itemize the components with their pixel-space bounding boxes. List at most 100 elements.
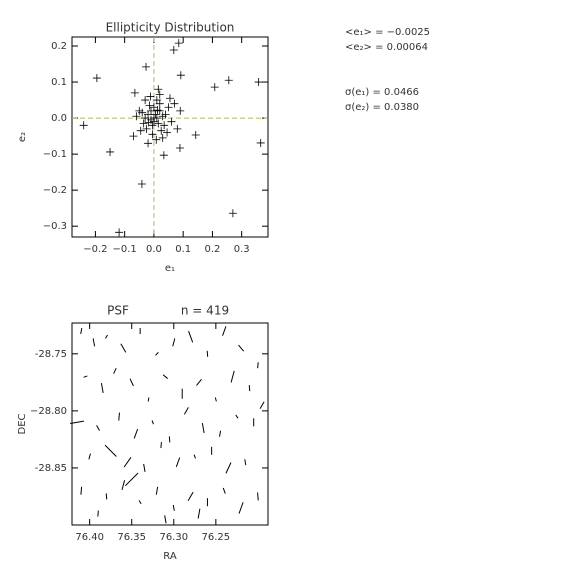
whisker — [238, 502, 244, 514]
whisker — [164, 515, 167, 524]
y-tick-label: -28.85 — [35, 463, 67, 474]
x-axis-label: RA — [163, 551, 177, 562]
point — [152, 96, 161, 105]
whisker — [105, 334, 108, 339]
whisker — [219, 430, 222, 437]
point — [135, 106, 144, 115]
point — [161, 110, 170, 119]
whisker — [97, 510, 99, 517]
point — [210, 83, 219, 92]
whisker — [162, 374, 168, 379]
whisker — [160, 442, 162, 449]
point — [115, 228, 124, 237]
whisker — [147, 397, 150, 402]
x-tick-label: 0.1 — [175, 244, 191, 255]
y-tick-label: −0.1 — [43, 149, 67, 160]
whisker — [257, 492, 259, 501]
point — [154, 119, 163, 128]
whisker — [129, 378, 134, 387]
whisker — [259, 401, 265, 409]
point — [176, 106, 185, 115]
whisker — [225, 462, 232, 474]
chart-title: PSF — [107, 304, 129, 318]
x-tick-label: −0.2 — [83, 244, 107, 255]
x-tick-label: 76.30 — [159, 532, 188, 543]
whisker — [143, 463, 146, 472]
point — [224, 76, 233, 85]
whisker — [238, 344, 245, 352]
whisker — [92, 338, 96, 347]
whisker — [83, 375, 88, 378]
whisker — [172, 504, 175, 511]
y-tick-label: −0.3 — [43, 221, 67, 232]
point — [170, 99, 179, 108]
whisker — [187, 491, 194, 502]
whisker — [133, 428, 139, 439]
whisker — [183, 407, 189, 415]
y-axis-label: e₂ — [17, 132, 28, 142]
whisker — [120, 343, 127, 353]
point — [145, 101, 154, 110]
point — [136, 126, 145, 135]
point — [144, 139, 153, 148]
annotation: <e₂> = 0.00064 — [345, 42, 428, 53]
point — [228, 209, 237, 218]
y-tick-label: −0.2 — [43, 185, 67, 196]
x-tick-label: 76.40 — [75, 532, 104, 543]
y-tick-label: 0.1 — [51, 77, 67, 88]
point — [129, 132, 138, 141]
point — [132, 112, 141, 121]
x-tick-label: 0.0 — [146, 244, 162, 255]
point — [164, 103, 173, 112]
point — [157, 126, 166, 135]
point — [254, 78, 263, 87]
y-tick-label: 0.0 — [51, 113, 67, 124]
y-tick-label: −28.80 — [30, 406, 67, 417]
whisker — [70, 420, 85, 424]
y-axis-label: DEC — [17, 413, 28, 434]
point — [141, 96, 150, 105]
x-tick-label: 0.2 — [204, 244, 220, 255]
point — [159, 151, 168, 160]
y-tick-label: -28.75 — [35, 349, 67, 360]
point — [141, 114, 150, 123]
whisker — [80, 486, 83, 495]
point — [137, 180, 146, 189]
point — [148, 130, 157, 139]
whisker — [118, 412, 120, 421]
whisker — [197, 508, 201, 519]
whisker — [104, 444, 117, 457]
whisker — [196, 378, 202, 386]
whisker — [125, 472, 139, 487]
annotation: σ(e₁) = 0.0466 — [345, 87, 419, 98]
point — [139, 119, 148, 128]
annotation: σ(e₂) = 0.0380 — [345, 102, 419, 113]
point — [106, 147, 115, 156]
point — [163, 128, 172, 137]
point — [152, 135, 161, 144]
chart-subtitle: n = 419 — [181, 304, 229, 318]
whisker — [248, 385, 251, 392]
point — [160, 121, 169, 130]
chart-title: Ellipticity Distribution — [106, 21, 235, 35]
plot-frame — [71, 322, 269, 526]
whisker — [123, 457, 132, 468]
point — [155, 90, 164, 99]
whisker — [113, 368, 117, 374]
whisker — [168, 436, 171, 443]
point — [173, 124, 182, 133]
point — [153, 106, 162, 115]
point — [144, 118, 153, 127]
whisker — [155, 486, 159, 495]
whisker — [257, 362, 259, 369]
point — [92, 74, 101, 83]
point — [130, 88, 139, 97]
whisker — [121, 480, 126, 491]
y-tick-label: 0.2 — [51, 41, 67, 52]
whisker — [88, 453, 91, 460]
annotation: <e₁> = −0.0025 — [345, 27, 430, 38]
whisker — [244, 459, 247, 466]
point — [142, 124, 151, 133]
point — [166, 94, 174, 103]
